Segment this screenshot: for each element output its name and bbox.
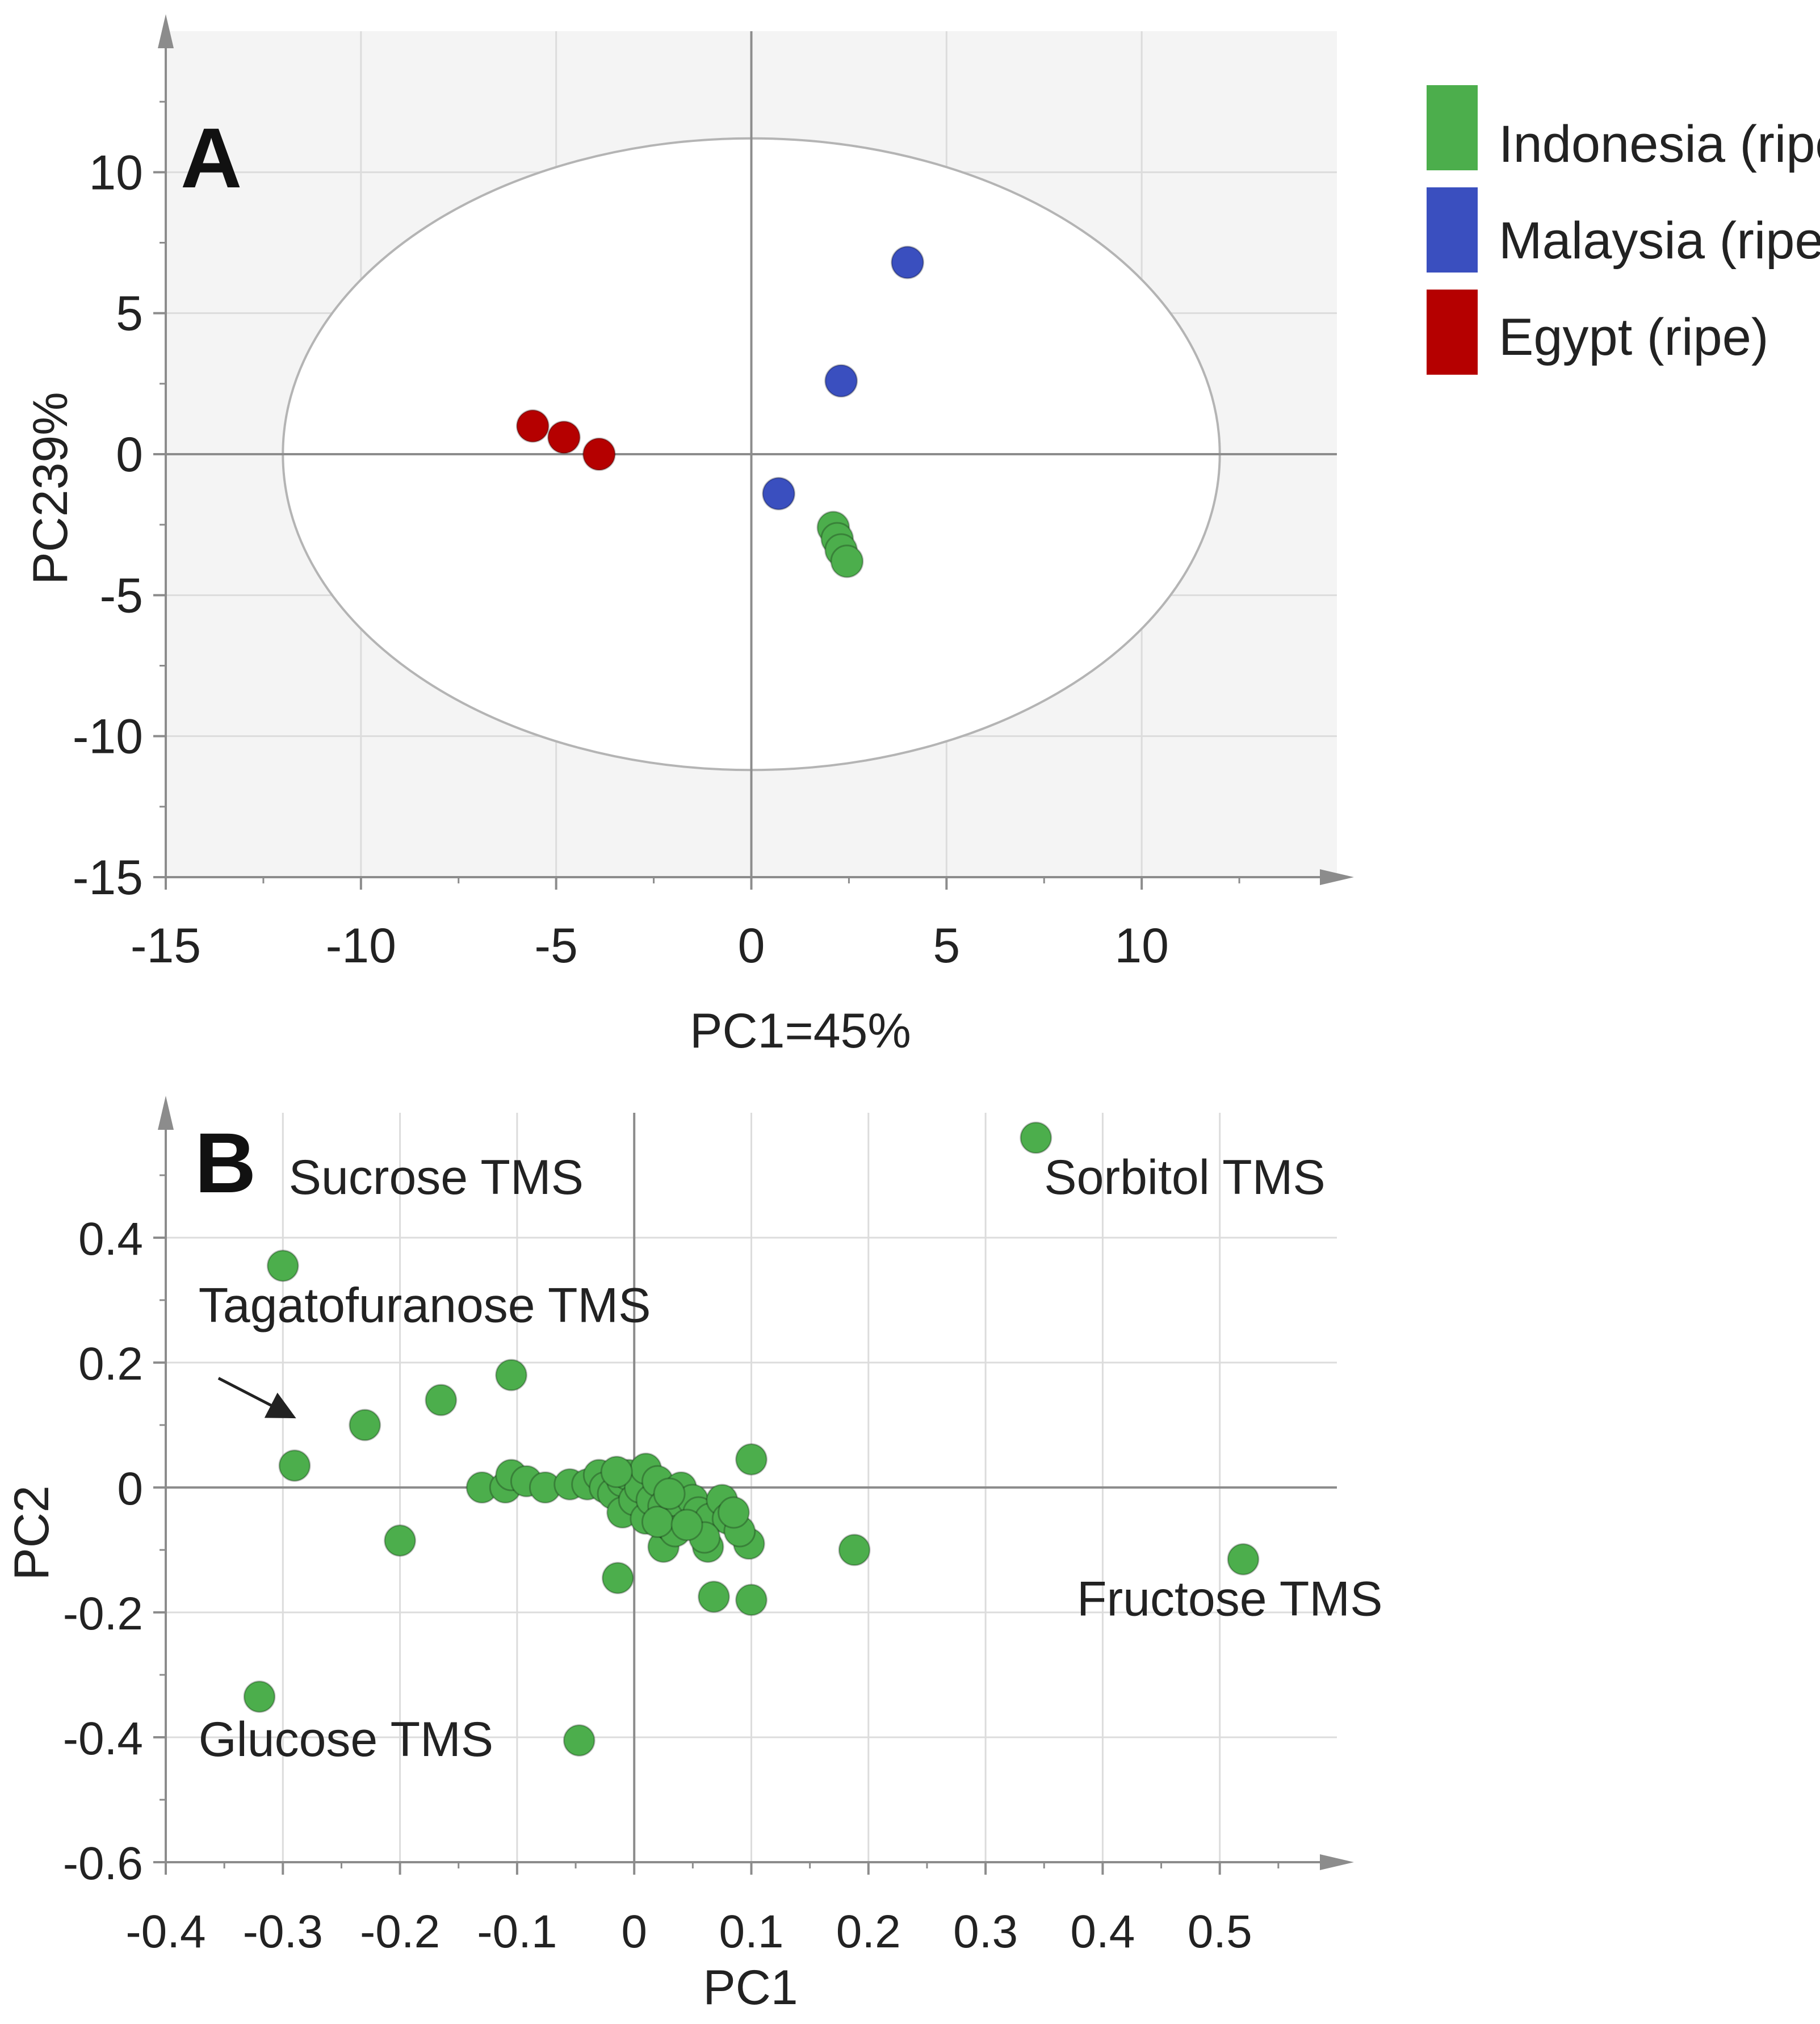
loading-point — [384, 1524, 417, 1557]
loading-point — [641, 1506, 674, 1538]
x-tick-label: 0.1 — [719, 1906, 784, 1958]
y-tick-label: 0.2 — [78, 1338, 143, 1390]
legend-label-malaysia: Malaysia (ripe) — [1499, 212, 1820, 270]
loading-point — [349, 1409, 381, 1441]
point-annotations-b: Sucrose TMS Sorbitol TMS Tagatofuranose TM… — [199, 1150, 1383, 1767]
loading-point — [425, 1384, 458, 1417]
y-tick-label: 0 — [116, 428, 143, 482]
loading-point — [653, 1477, 686, 1510]
axes-a — [153, 14, 1354, 890]
data-points-a — [515, 245, 925, 579]
loading-point — [563, 1724, 596, 1757]
y-tick-labels-b: -0.6 -0.4 -0.2 0 0.2 0.4 — [63, 1213, 143, 1889]
score-point-malaysia — [891, 245, 925, 279]
score-point-malaysia — [762, 477, 796, 511]
legend: Indonesia (ripe) Malaysia (ripe) Egypt (… — [1427, 85, 1820, 375]
x-axis-arrow-icon — [1320, 1854, 1354, 1870]
zero-lines-a — [166, 31, 1337, 877]
loading-point — [243, 1681, 276, 1713]
score-point-egypt — [582, 437, 616, 471]
legend-label-indonesia: Indonesia (ripe) — [1499, 115, 1820, 173]
x-tick-label: 5 — [933, 919, 960, 973]
loading-point — [600, 1456, 633, 1488]
y-tick-label: -15 — [73, 850, 143, 905]
loading-point — [1020, 1121, 1052, 1154]
score-point-indonesia — [830, 544, 864, 579]
score-point-egypt — [547, 420, 581, 454]
panel-label-b: B — [195, 1115, 256, 1210]
legend-swatch-malaysia — [1427, 187, 1478, 273]
x-tick-label: 0.4 — [1070, 1906, 1135, 1958]
annotation-label: Sucrose TMS — [289, 1150, 584, 1205]
y-tick-label: -0.6 — [63, 1838, 143, 1889]
x-axis-label-a: PC1=45% — [690, 1004, 911, 1058]
y-axis-label-b: PC2 — [5, 1485, 59, 1580]
legend-swatch-indonesia — [1427, 85, 1478, 170]
x-tick-label: -0.2 — [360, 1906, 440, 1958]
y-axis-label-a: PC239% — [23, 392, 78, 584]
y-tick-label: -0.2 — [63, 1588, 143, 1640]
y-axis-arrow-icon — [158, 14, 174, 48]
x-tick-label: 0.3 — [953, 1906, 1018, 1958]
x-tick-label: -10 — [326, 919, 396, 973]
data-points-b — [243, 1121, 1260, 1757]
score-point-egypt — [515, 409, 550, 443]
annotation-label: Fructose TMS — [1077, 1572, 1382, 1627]
x-axis-arrow-icon — [1320, 869, 1354, 885]
annotation-label: Tagatofuranose TMS — [199, 1279, 651, 1333]
x-tick-label: 0 — [621, 1906, 647, 1958]
y-axis-arrow-icon — [158, 1096, 174, 1130]
loading-point — [670, 1508, 703, 1541]
loading-point — [735, 1583, 768, 1616]
y-tick-labels-a: -15 -10 -5 0 5 10 — [73, 145, 143, 905]
loading-point — [838, 1533, 871, 1566]
x-axis-label-b: PC1 — [703, 1960, 798, 2015]
score-point-malaysia — [824, 364, 858, 398]
y-tick-label: -0.4 — [63, 1713, 143, 1765]
loading-point — [1227, 1543, 1260, 1575]
loading-point — [266, 1250, 299, 1282]
loading-point — [495, 1359, 528, 1392]
y-tick-label: 0 — [117, 1463, 143, 1515]
panel-label-a: A — [181, 110, 242, 206]
panel-a-score-plot: -15 -10 -5 0 5 10 -15 -10 -5 0 5 10 A PC1=45% PC23… — [23, 14, 1354, 1058]
x-tick-labels-a: -15 -10 -5 0 5 10 — [131, 919, 1169, 973]
x-tick-labels-b: -0.4 -0.3 -0.2 -0.1 0 0.1 0.2 0.3 0.4 0.5 — [125, 1906, 1252, 1958]
annotation-arrow — [217, 1377, 296, 1419]
x-tick-label: -0.1 — [477, 1906, 557, 1958]
loading-point — [278, 1449, 311, 1482]
x-tick-label: 10 — [1114, 919, 1169, 973]
annotation-label: Sorbitol TMS — [1044, 1150, 1325, 1205]
x-tick-label: 0.5 — [1188, 1906, 1252, 1958]
x-tick-label: 0.2 — [836, 1906, 901, 1958]
legend-label-egypt: Egypt (ripe) — [1499, 308, 1769, 366]
y-tick-label: 0.4 — [78, 1213, 143, 1265]
y-tick-label: 5 — [116, 287, 143, 341]
annotation-label: Glucose TMS — [199, 1712, 493, 1767]
loading-point — [697, 1581, 730, 1613]
loading-point — [735, 1443, 768, 1476]
y-tick-label: -5 — [100, 568, 143, 623]
x-tick-label: -5 — [534, 919, 577, 973]
x-tick-label: -0.3 — [243, 1906, 323, 1958]
legend-swatch-egypt — [1427, 290, 1478, 375]
x-tick-label: 0 — [738, 919, 765, 973]
x-tick-label: -15 — [131, 919, 201, 973]
y-tick-label: -10 — [73, 710, 143, 764]
loading-point — [718, 1496, 750, 1529]
y-tick-label: 10 — [89, 145, 143, 200]
loading-point — [601, 1562, 634, 1594]
panel-b-loadings-plot: -0.4 -0.3 -0.2 -0.1 0 0.1 0.2 0.3 0.4 0.5 -0.6-0.… — [5, 1096, 1382, 2015]
axes-b — [153, 1096, 1354, 1875]
x-tick-label: -0.4 — [125, 1906, 206, 1958]
